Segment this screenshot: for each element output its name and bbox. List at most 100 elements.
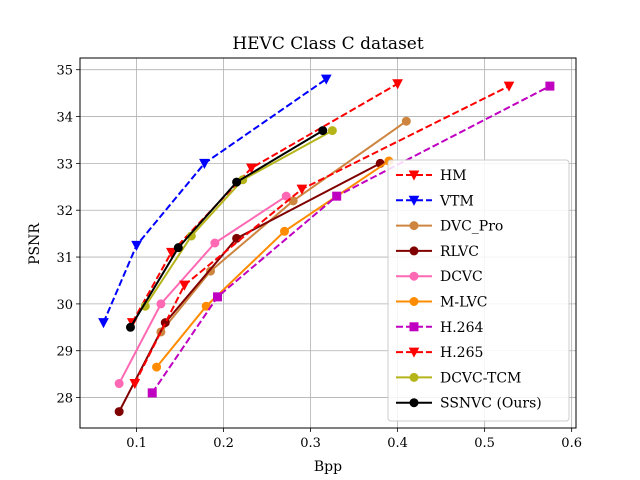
x-axis-title: Bpp <box>314 459 342 475</box>
legend-label: DCVC <box>440 269 483 285</box>
y-tick-label: 32 <box>56 204 73 219</box>
legend-item: DCVC <box>396 269 483 285</box>
x-tick-label: 0.1 <box>126 436 147 451</box>
legend-label: RLVC <box>440 244 479 260</box>
data-point <box>246 163 257 174</box>
legend-box <box>387 159 570 422</box>
series-line <box>155 160 390 368</box>
legend-marker <box>408 347 420 358</box>
data-point <box>296 184 308 195</box>
legend-marker <box>409 297 419 306</box>
y-tick-label: 31 <box>56 251 73 266</box>
chart-title: HEVC Class C dataset <box>232 34 424 54</box>
data-point <box>545 81 555 91</box>
legend-item: RLVC <box>396 244 479 260</box>
data-point <box>206 266 216 276</box>
data-point <box>212 292 222 302</box>
data-point <box>152 362 162 372</box>
legend-item: VTM <box>396 193 474 209</box>
data-point <box>503 81 515 92</box>
data-point <box>179 280 190 291</box>
data-point <box>281 191 291 201</box>
series-layer <box>98 74 555 417</box>
data-point <box>173 243 183 253</box>
data-point <box>114 407 124 417</box>
data-point <box>125 322 135 332</box>
legend-label: M-LVC <box>440 295 488 311</box>
y-axis-title: PSNR <box>27 223 43 265</box>
data-point <box>392 79 403 90</box>
legend-marker <box>408 195 420 206</box>
series-dcvc-tcm <box>140 126 337 311</box>
data-point <box>232 177 242 187</box>
data-point <box>131 240 142 251</box>
legend-marker <box>409 398 419 408</box>
series-line <box>133 85 510 384</box>
legend-label: H.265 <box>440 345 483 361</box>
y-tick-label: 33 <box>56 157 73 172</box>
series-line <box>118 162 381 413</box>
data-point <box>401 116 411 126</box>
x-tick-label: 0.2 <box>213 436 234 451</box>
data-point <box>318 126 328 136</box>
y-tick-label: 34 <box>56 111 73 126</box>
series-h-265 <box>129 81 515 390</box>
y-tick-label: 29 <box>56 345 73 360</box>
x-tick-label: 0.4 <box>387 436 408 451</box>
legend: HM VTM DVC_Pro RLVC DCVC M-LVC H.264 H.265 DCVC-… <box>387 159 570 422</box>
data-point <box>114 379 124 389</box>
x-tick-label: 0.5 <box>474 436 495 451</box>
series-line <box>102 78 327 324</box>
series-rlvc <box>114 158 385 417</box>
data-point <box>327 126 337 136</box>
legend-marker <box>409 246 419 256</box>
y-tick-label: 30 <box>56 298 73 313</box>
series-dcvc <box>114 191 291 389</box>
legend-item: H.264 <box>396 320 483 336</box>
data-point <box>147 388 157 398</box>
series-line <box>129 129 324 328</box>
legend-item: DVC_Pro <box>396 219 503 235</box>
series-ssnvc-ours- <box>125 126 328 332</box>
x-tick-label: 0.6 <box>561 436 582 451</box>
series-line <box>144 129 333 307</box>
legend-item: H.265 <box>396 345 483 361</box>
legend-item: HM <box>396 168 467 184</box>
legend-item: SSNVC (Ours) <box>396 396 542 412</box>
y-tick-label: 35 <box>56 64 73 79</box>
legend-label: DVC_Pro <box>440 219 503 235</box>
data-point <box>160 318 170 328</box>
data-point <box>199 158 210 169</box>
y-tick-label: 28 <box>56 392 73 407</box>
series-vtm <box>98 74 332 329</box>
data-point <box>332 191 342 201</box>
series-line <box>151 85 551 394</box>
data-point <box>288 196 298 206</box>
data-point <box>129 379 141 390</box>
legend-label: H.264 <box>440 320 483 336</box>
legend-marker <box>409 372 419 382</box>
ticks: 0.1 0.2 0.3 0.4 0.5 0.6 28 29 30 31 32 33 34 35 <box>56 64 582 451</box>
data-point <box>98 318 109 329</box>
legend-label: DCVC-TCM <box>440 370 521 386</box>
series-line <box>118 195 287 384</box>
x-tick-label: 0.3 <box>300 436 321 451</box>
data-point <box>210 238 220 248</box>
legend-item: DCVC-TCM <box>396 370 521 386</box>
legend-marker <box>409 322 419 332</box>
series-line <box>160 120 407 333</box>
legend-marker <box>408 170 420 181</box>
legend-item: M-LVC <box>396 295 488 311</box>
legend-marker <box>409 271 419 281</box>
legend-label: HM <box>440 168 467 184</box>
plot-frame <box>79 57 577 429</box>
data-point <box>279 226 289 236</box>
legend-label: SSNVC (Ours) <box>440 396 542 412</box>
series-line <box>131 82 399 324</box>
series-h-264 <box>147 81 555 398</box>
data-point <box>166 247 177 258</box>
legend-label: VTM <box>439 193 474 209</box>
legend-marker <box>409 221 419 231</box>
data-point <box>156 299 166 309</box>
